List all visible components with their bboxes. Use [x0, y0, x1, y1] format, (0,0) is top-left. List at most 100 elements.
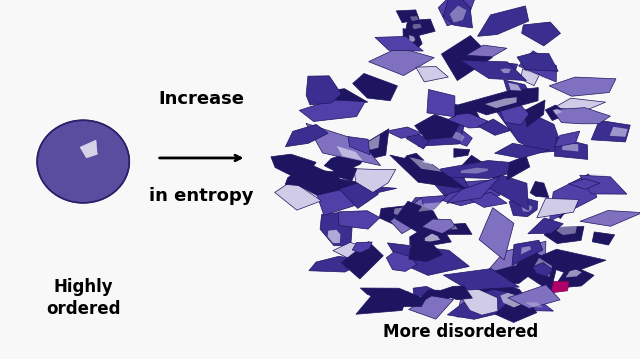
Polygon shape [406, 130, 429, 149]
Polygon shape [285, 125, 328, 147]
Polygon shape [552, 108, 611, 124]
Polygon shape [517, 53, 558, 71]
Polygon shape [291, 172, 319, 180]
Polygon shape [580, 210, 640, 226]
Polygon shape [390, 155, 467, 189]
Polygon shape [328, 230, 340, 243]
Polygon shape [508, 83, 522, 91]
Polygon shape [509, 196, 538, 216]
Polygon shape [471, 299, 481, 307]
Text: Increase: Increase [159, 90, 244, 108]
Polygon shape [574, 82, 599, 89]
Polygon shape [320, 212, 353, 246]
Polygon shape [447, 177, 500, 203]
Polygon shape [433, 219, 450, 227]
Polygon shape [411, 134, 420, 141]
Polygon shape [530, 181, 549, 197]
Polygon shape [528, 71, 536, 78]
Polygon shape [390, 129, 408, 134]
Polygon shape [446, 225, 458, 229]
Polygon shape [438, 223, 472, 234]
Polygon shape [438, 160, 523, 178]
Polygon shape [309, 256, 359, 272]
Polygon shape [521, 246, 531, 255]
Polygon shape [492, 221, 509, 248]
Polygon shape [500, 102, 529, 125]
Polygon shape [449, 6, 467, 23]
Polygon shape [405, 19, 435, 37]
Polygon shape [528, 218, 563, 234]
Polygon shape [545, 105, 568, 121]
Polygon shape [495, 109, 563, 153]
Polygon shape [554, 98, 605, 112]
Polygon shape [476, 282, 537, 322]
Polygon shape [461, 168, 488, 173]
Polygon shape [403, 153, 424, 165]
Polygon shape [466, 279, 495, 287]
Polygon shape [409, 242, 442, 262]
Polygon shape [500, 69, 511, 73]
Polygon shape [440, 180, 500, 206]
Polygon shape [409, 157, 442, 172]
Polygon shape [438, 0, 475, 26]
Polygon shape [554, 269, 594, 289]
Polygon shape [333, 159, 357, 181]
Polygon shape [527, 63, 547, 79]
Polygon shape [485, 97, 516, 108]
Polygon shape [390, 198, 428, 234]
Polygon shape [457, 298, 481, 317]
Polygon shape [400, 205, 417, 220]
Polygon shape [275, 181, 321, 210]
Polygon shape [504, 80, 532, 97]
Polygon shape [410, 16, 419, 21]
Polygon shape [430, 170, 468, 195]
Text: Highly
ordered: Highly ordered [46, 278, 120, 318]
Polygon shape [306, 123, 381, 165]
Polygon shape [324, 151, 370, 173]
Polygon shape [337, 185, 397, 197]
Polygon shape [281, 164, 335, 180]
Polygon shape [445, 104, 479, 122]
Polygon shape [375, 37, 423, 51]
Polygon shape [355, 129, 389, 161]
Polygon shape [410, 225, 451, 247]
Ellipse shape [37, 120, 129, 203]
Polygon shape [532, 263, 553, 276]
Polygon shape [441, 129, 465, 141]
Polygon shape [525, 100, 545, 127]
Polygon shape [525, 302, 543, 307]
Polygon shape [403, 28, 422, 50]
Polygon shape [337, 146, 363, 160]
Polygon shape [339, 211, 380, 229]
Polygon shape [479, 208, 514, 260]
Polygon shape [353, 74, 397, 101]
Polygon shape [419, 295, 431, 304]
Polygon shape [592, 232, 614, 245]
Polygon shape [442, 286, 472, 300]
Polygon shape [353, 141, 364, 150]
Polygon shape [566, 270, 582, 278]
Polygon shape [460, 155, 492, 178]
Polygon shape [478, 119, 511, 135]
Polygon shape [418, 119, 466, 146]
Polygon shape [553, 108, 562, 115]
Polygon shape [409, 35, 415, 42]
Polygon shape [427, 89, 455, 117]
Text: More disordered: More disordered [383, 323, 538, 341]
Polygon shape [418, 202, 442, 212]
Polygon shape [471, 297, 488, 309]
Polygon shape [534, 258, 552, 277]
Polygon shape [380, 206, 415, 226]
Polygon shape [502, 101, 522, 115]
Polygon shape [554, 137, 588, 159]
Polygon shape [396, 201, 446, 233]
Polygon shape [356, 247, 365, 252]
Polygon shape [488, 173, 529, 210]
Polygon shape [454, 149, 470, 157]
Polygon shape [500, 293, 522, 307]
Polygon shape [522, 204, 532, 212]
Polygon shape [489, 266, 534, 284]
Polygon shape [308, 84, 322, 96]
Polygon shape [271, 154, 316, 178]
Polygon shape [508, 285, 560, 308]
